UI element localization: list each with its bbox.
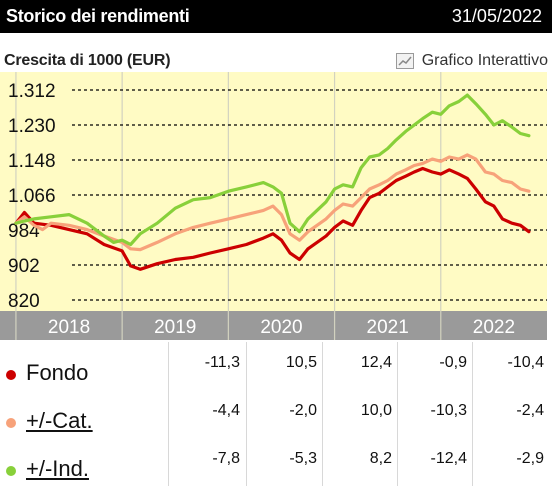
column-divider	[246, 342, 247, 486]
table-cell: -4,4	[212, 402, 240, 419]
series-line	[14, 93, 531, 247]
table-cell: -5,3	[289, 450, 317, 467]
table-cell: 8,2	[369, 450, 392, 467]
returns-table: Fondo -11,3 10,5 12,4 -0,9 -10,4 +/-Cat. -4,4 -2…	[0, 338, 552, 488]
y-tick-label: 1.230	[8, 116, 56, 137]
chart-subtitle: Crescita di 1000 (EUR)	[4, 52, 171, 69]
row-label[interactable]: +/-Ind.	[26, 456, 89, 481]
table-cell: -11,3	[204, 354, 240, 371]
table-cell: -2,4	[516, 402, 544, 419]
table-row: +/-Ind. -7,8 -5,3 8,2 -12,4 -2,9	[0, 434, 552, 484]
y-tick-label: 984	[8, 221, 40, 242]
table-cell: -10,4	[507, 354, 544, 371]
line-chart-icon	[395, 53, 414, 69]
table-cell: 12,4	[360, 354, 392, 371]
y-tick-label: 820	[8, 291, 40, 312]
header-bar: Storico dei rendimenti 31/05/2022	[0, 0, 552, 33]
x-tick-label: 2022	[473, 317, 515, 338]
y-tick-label: 1.148	[8, 151, 56, 172]
table-cell: -10,3	[430, 402, 467, 419]
y-tick-label: 1.066	[8, 186, 56, 207]
table-cell: -2,9	[516, 450, 544, 467]
table-cell: 10,5	[285, 354, 317, 371]
growth-chart: 820 902 984 1.066 1.148 1.230 1.312 2018 2019 202…	[0, 72, 547, 340]
legend-dot	[6, 370, 16, 380]
x-tick-label: 2018	[48, 317, 90, 338]
table-cell: -7,8	[212, 450, 240, 467]
row-label: Fondo	[26, 360, 89, 385]
date-label: 31/05/2022	[451, 6, 542, 26]
y-tick-label: 902	[8, 256, 40, 277]
column-divider	[322, 342, 323, 486]
y-tick-label: 1.312	[8, 81, 56, 102]
column-divider	[472, 342, 473, 486]
page-title: Storico dei rendimenti	[6, 6, 190, 26]
table-row: +/-Cat. -4,4 -2,0 10,0 -10,3 -2,4	[0, 386, 552, 436]
x-tick-label: 2019	[154, 317, 196, 338]
table-cell: -0,9	[439, 354, 467, 371]
x-tick-label: 2020	[260, 317, 302, 338]
x-tick-label: 2021	[367, 317, 409, 338]
series-line	[14, 166, 531, 271]
column-divider	[397, 342, 398, 486]
legend-dot	[6, 466, 16, 476]
row-label[interactable]: +/-Cat.	[26, 408, 93, 433]
table-cell: -2,0	[289, 402, 317, 419]
table-row: Fondo -11,3 10,5 12,4 -0,9 -10,4	[0, 338, 552, 388]
plot-area	[0, 72, 547, 311]
x-axis-band	[0, 311, 547, 340]
column-divider	[168, 342, 169, 486]
interactive-chart-link[interactable]: Grafico Interattivo	[395, 52, 548, 70]
legend-dot	[6, 418, 16, 428]
table-cell: 10,0	[360, 402, 392, 419]
table-cell: -12,4	[430, 450, 467, 467]
interactive-chart-label: Grafico Interattivo	[421, 52, 548, 69]
